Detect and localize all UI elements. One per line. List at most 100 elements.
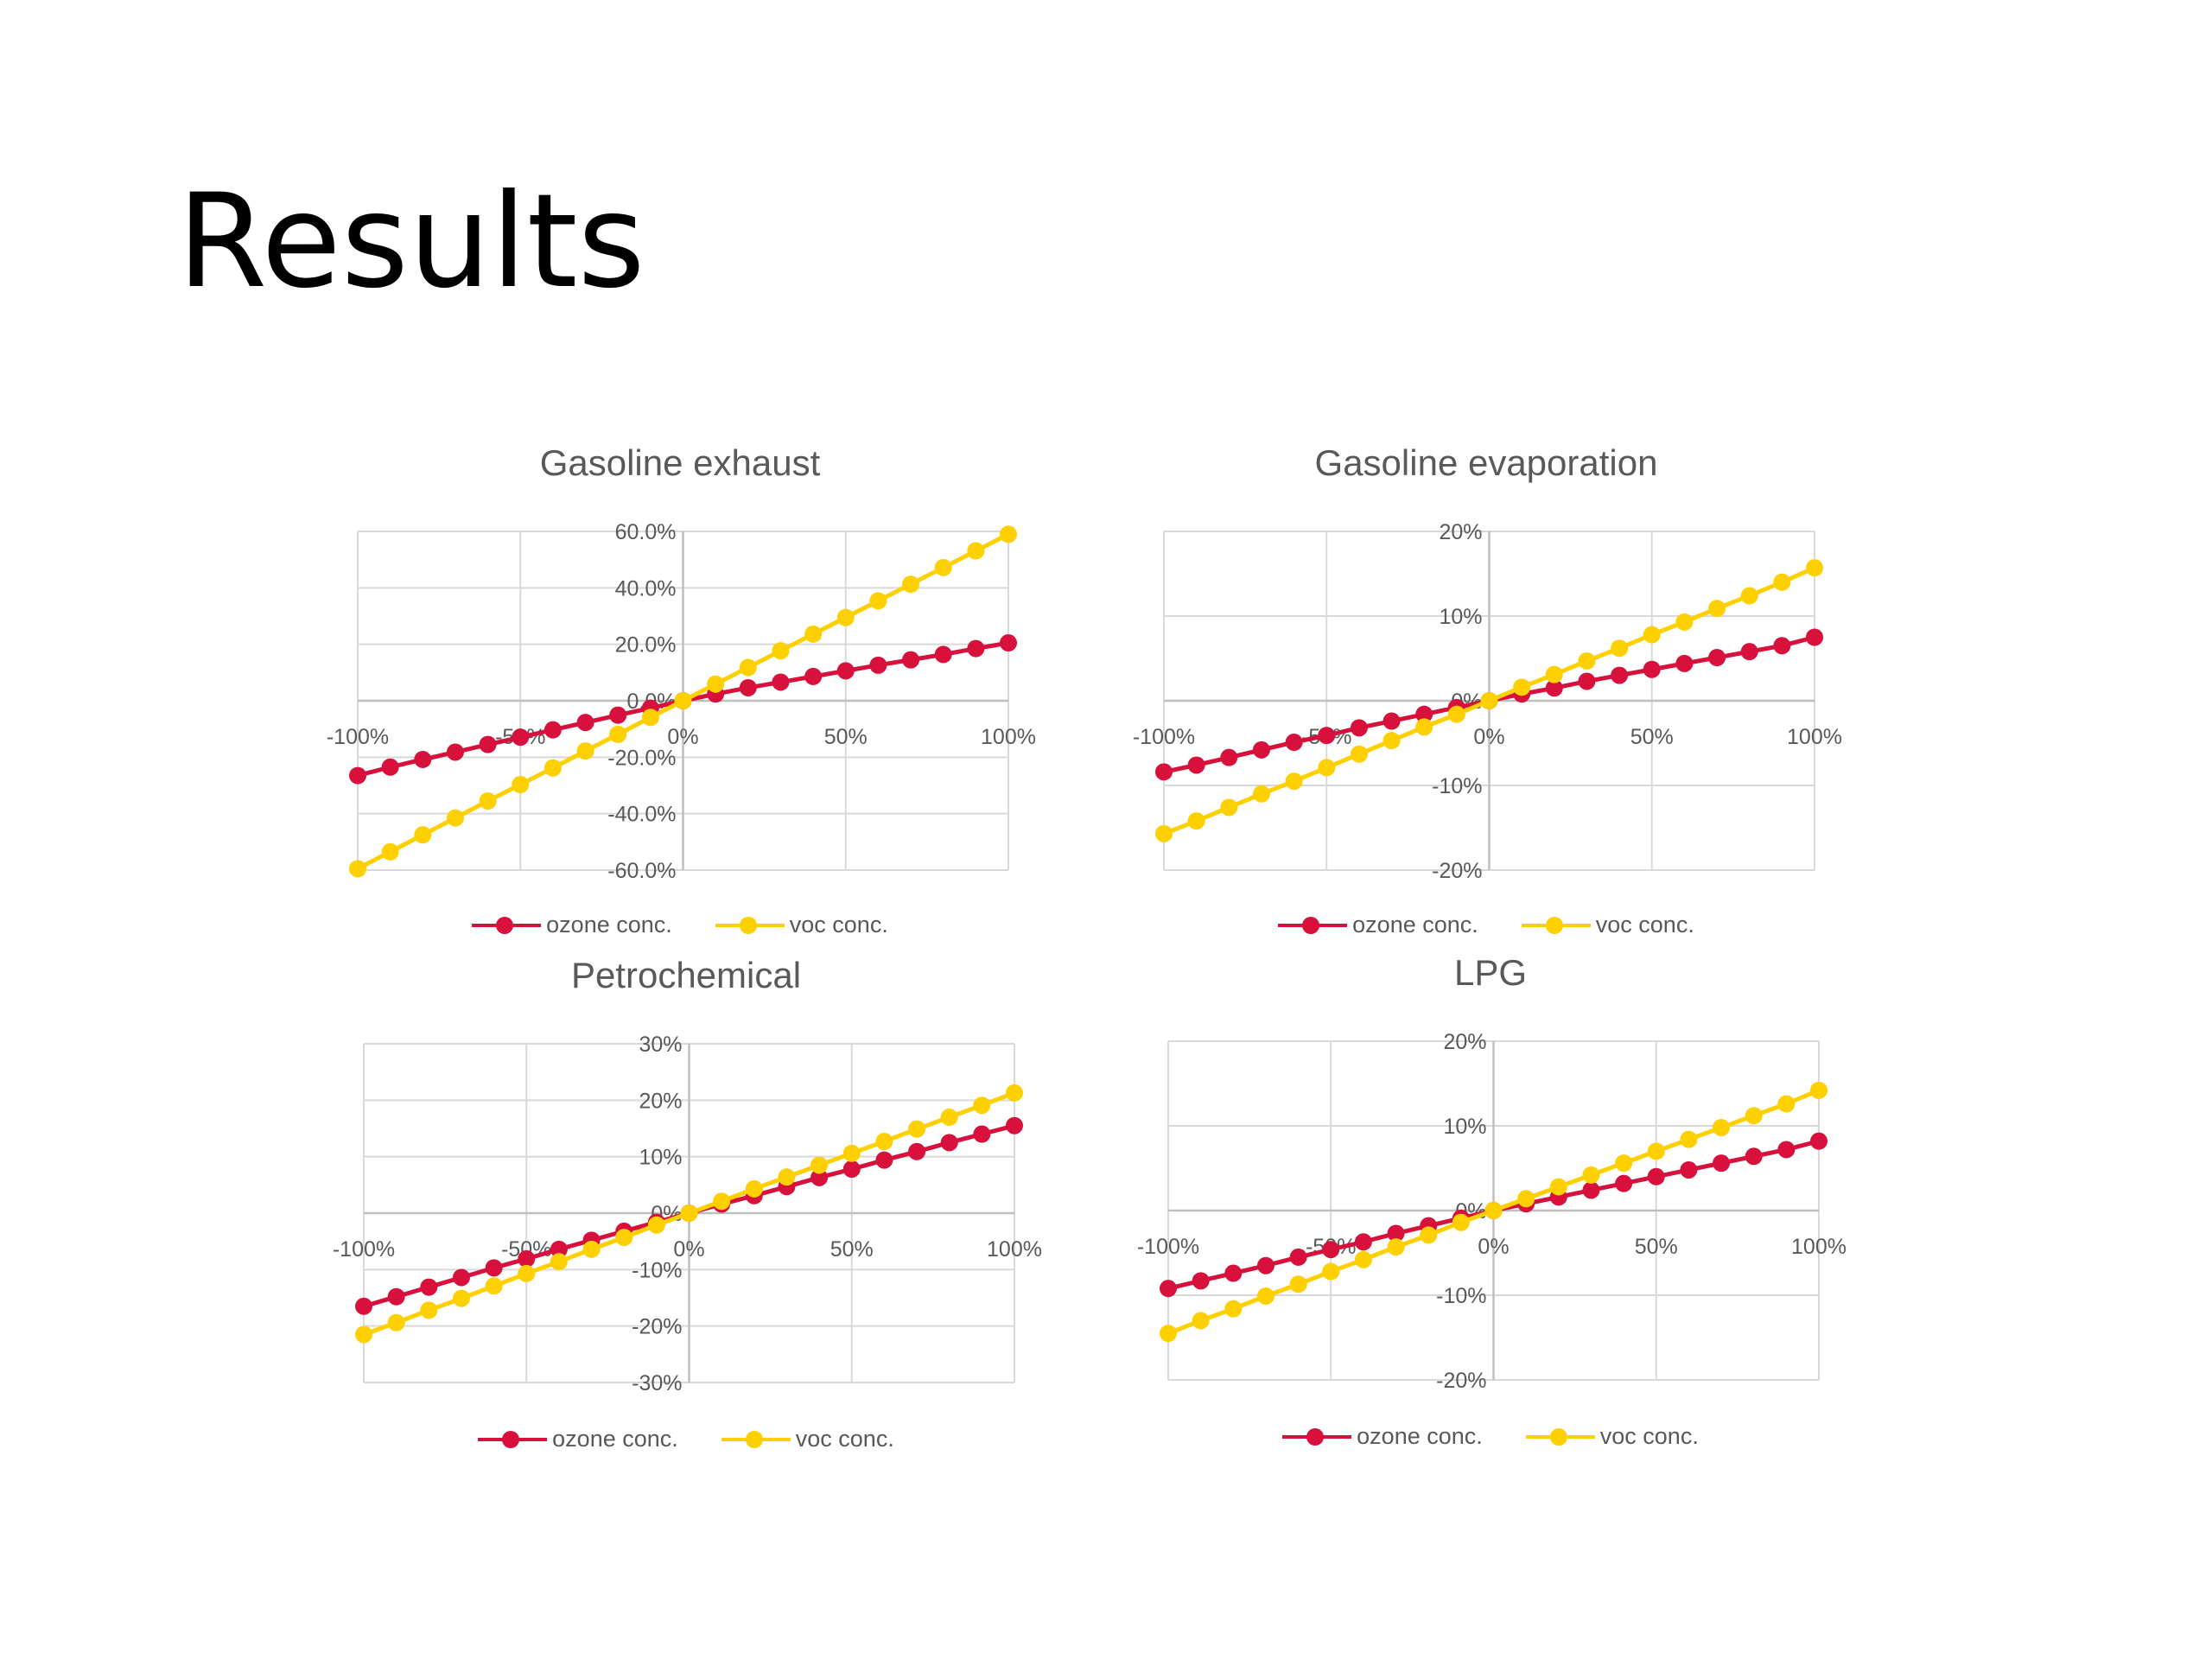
series-ozone-point [1647,1167,1665,1185]
series-ozone-point [1289,1248,1307,1266]
series-voc-point [446,809,464,827]
legend-item-ozone: ozone conc. [1278,912,1478,938]
series-ozone-point [1611,666,1629,684]
series-ozone-point [1192,1272,1210,1290]
legend-label-voc: voc conc. [795,1426,894,1452]
y-tick-label: 30% [639,1033,682,1057]
series-voc-point [778,1168,796,1186]
slide-title: Results [177,167,645,317]
y-tick-label: -20% [632,1315,682,1339]
y-tick-label: -20.0% [607,746,676,770]
series-ozone-point [452,1268,470,1287]
series-ozone-point [355,1297,372,1315]
series-ozone-point [1256,1256,1274,1274]
series-voc-point [908,1120,926,1138]
series-voc-point [1000,525,1017,543]
plot-area: -20%-10%0%10%20%-100%-50%0%50%100% [1133,520,1842,883]
series-voc-point [1480,692,1498,709]
legend-marker-ozone [1282,1427,1352,1446]
series-ozone-point [973,1125,991,1143]
series-voc-point [1675,613,1694,631]
series-ozone-point [1000,634,1017,652]
legend-marker-ozone [1278,916,1348,934]
series-ozone-point [479,735,497,753]
series-ozone-point [1160,1280,1177,1298]
series-voc-point [1420,1226,1438,1244]
y-tick-label: -30% [632,1371,682,1395]
series-voc-point [518,1264,536,1282]
series-voc-point [1740,587,1758,605]
legend-label-voc: voc conc. [789,912,888,938]
x-tick-label: -100% [333,1237,395,1262]
series-voc-point [1415,718,1433,736]
series-voc-point [349,860,366,878]
legend-label-ozone: ozone conc. [1357,1423,1483,1449]
chart-petrochemical: Petrochemical -30% -20% -10% 0% 10% 20% 30% -10… [284,957,1088,1467]
series-ozone-point [1615,1174,1633,1192]
series-voc-point [420,1301,438,1319]
x-tick-label: 0% [1473,725,1504,749]
series-voc-point [745,1179,763,1198]
series-voc-point [1549,1178,1567,1196]
series-ozone-point [1545,679,1563,697]
x-tick-label: 100% [981,725,1036,749]
series-voc-point [1680,1130,1698,1148]
series-ozone-point [1252,741,1270,759]
y-tick-label: -20% [1432,859,1482,883]
legend-label-ozone: ozone conc. [1352,912,1478,938]
legend-item-ozone: ozone conc. [472,912,672,938]
x-tick-label: 100% [987,1237,1042,1262]
series-ozone-point [967,639,985,658]
series-ozone-point [869,656,887,674]
series-voc-point [1582,1166,1600,1184]
chart-title: Gasoline evaporation [1314,442,1658,483]
series-voc-point [414,826,432,844]
series-voc-point [1382,732,1401,750]
chart-title: Petrochemical [570,955,802,995]
x-tick-label: 50% [830,1237,874,1262]
legend-marker-voc [1521,916,1591,934]
series-ozone-point [609,706,627,724]
series-voc-point [1615,1154,1633,1173]
series-voc-point [967,542,985,560]
series-ozone-point [1643,660,1661,678]
chart-gasoline-exhaust: Gasoline exhaust -60.0%-40.0%-20.0%0.0%2… [278,445,1082,955]
series-ozone-point [1713,1154,1731,1173]
legend-label-ozone: ozone conc. [552,1426,678,1452]
y-tick-label: -10% [1432,774,1482,798]
x-tick-label: 50% [824,725,868,749]
series-ozone-point [1708,649,1726,667]
series-voc-point [485,1277,503,1295]
y-tick-label: 60.0% [615,520,677,544]
series-voc-point [1643,626,1661,644]
series-voc-point [387,1313,405,1332]
series-voc-point [1289,1275,1307,1294]
y-tick-label: 10% [1439,605,1482,629]
series-voc-point [772,642,790,660]
series-voc-point [869,592,887,610]
series-ozone-point [1582,1181,1600,1199]
series-ozone-point [902,651,920,669]
series-ozone-point [772,673,790,691]
plot-area: -60.0%-40.0%-20.0%0.0%20.0%40.0%60.0%-10… [327,520,1036,883]
series-ozone-point [1006,1116,1023,1135]
legend-marker-voc [721,1430,791,1448]
series-voc-point [355,1325,372,1344]
series-voc-point [1647,1142,1665,1160]
x-tick-label: -100% [1133,725,1195,749]
series-voc-point [609,725,627,743]
plot-area: -20%-10%0%10%20%-100%-50%0%50%100% [1137,1030,1847,1393]
series-voc-point [615,1229,633,1247]
series-ozone-point [1285,734,1303,752]
legend-item-voc: voc conc. [721,1426,894,1452]
series-ozone-point [842,1160,861,1179]
y-tick-label: -60.0% [607,859,676,883]
y-tick-label: -20% [1436,1369,1486,1393]
legend-item-voc: voc conc. [715,912,888,938]
series-voc-point [1745,1107,1763,1125]
series-voc-point [1773,573,1791,591]
series-ozone-point [875,1151,893,1169]
y-tick-label: 20.0% [615,633,677,658]
legend-item-ozone: ozone conc. [1282,1423,1483,1450]
series-voc-point [739,658,757,677]
